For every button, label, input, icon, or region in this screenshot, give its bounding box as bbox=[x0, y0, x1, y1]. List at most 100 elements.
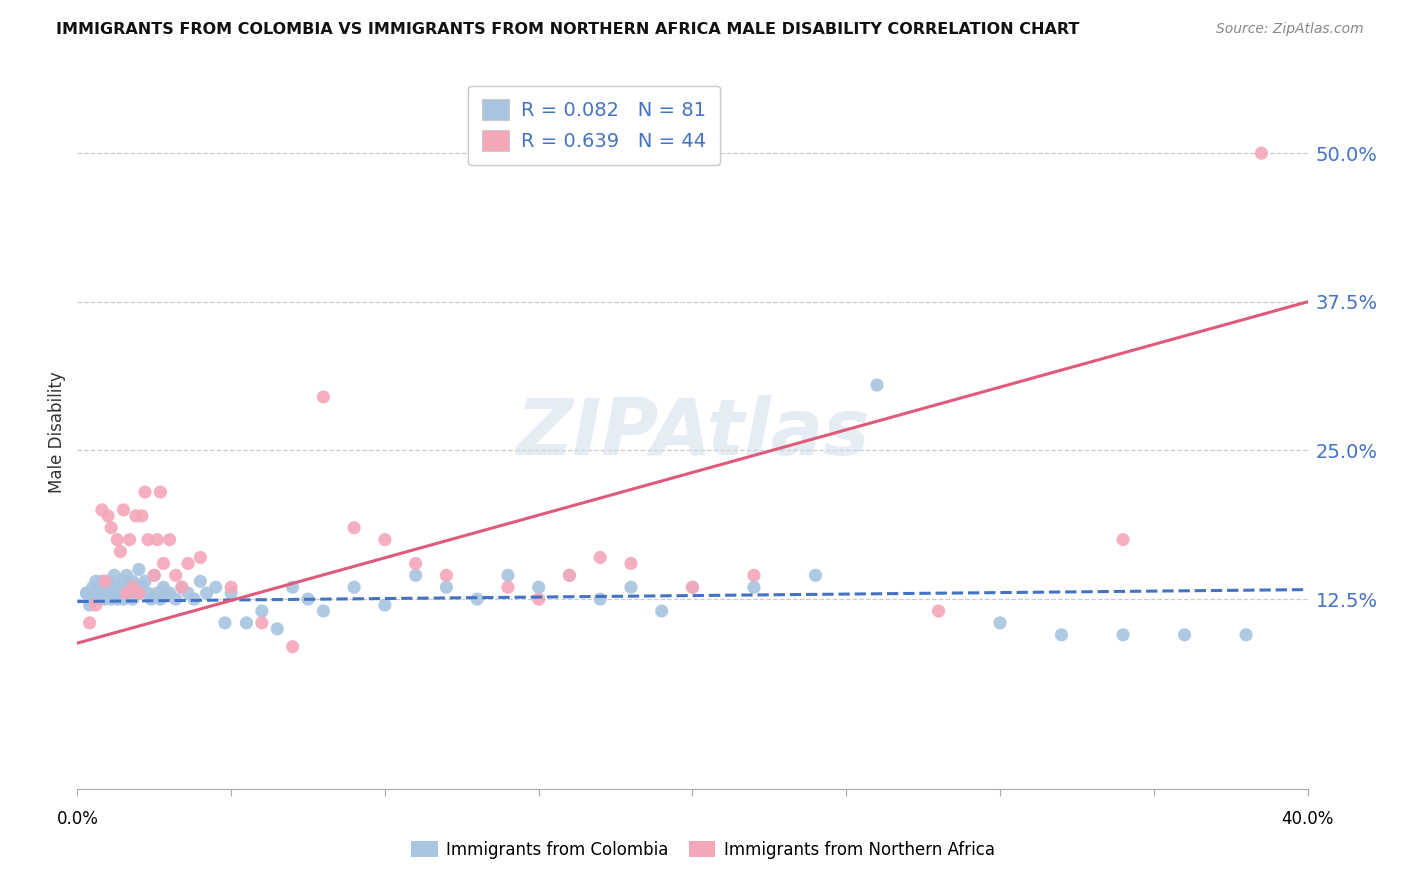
Point bbox=[1250, 146, 1272, 161]
Point bbox=[90, 503, 114, 517]
Point bbox=[436, 568, 458, 582]
Point bbox=[742, 568, 765, 582]
Point bbox=[76, 586, 98, 600]
Point bbox=[250, 615, 273, 630]
Point bbox=[1050, 628, 1073, 642]
Point bbox=[165, 592, 187, 607]
Point bbox=[84, 574, 107, 589]
Point bbox=[118, 533, 141, 547]
Point bbox=[155, 586, 177, 600]
Point bbox=[988, 615, 1011, 630]
Point bbox=[90, 574, 114, 589]
Text: ZIPAtlas: ZIPAtlas bbox=[516, 394, 869, 471]
Point bbox=[188, 574, 212, 589]
Point bbox=[235, 615, 257, 630]
Point bbox=[1234, 628, 1257, 642]
Point bbox=[90, 586, 114, 600]
Point bbox=[121, 574, 143, 589]
Point bbox=[84, 586, 107, 600]
Point bbox=[100, 580, 122, 594]
Point bbox=[159, 586, 181, 600]
Point bbox=[112, 574, 135, 589]
Point bbox=[152, 557, 174, 571]
Point bbox=[1112, 628, 1135, 642]
Y-axis label: Male Disability: Male Disability bbox=[48, 372, 66, 493]
Point bbox=[134, 574, 156, 589]
Point bbox=[121, 592, 143, 607]
Point bbox=[250, 604, 273, 618]
Point bbox=[558, 568, 581, 582]
Point bbox=[465, 592, 488, 607]
Point bbox=[146, 586, 169, 600]
Point bbox=[312, 604, 335, 618]
Point bbox=[121, 580, 143, 594]
Point bbox=[165, 568, 187, 582]
Point bbox=[125, 508, 148, 523]
Point bbox=[112, 503, 135, 517]
Point bbox=[170, 580, 193, 594]
Point bbox=[105, 580, 128, 594]
Point bbox=[281, 640, 304, 654]
Point bbox=[558, 568, 581, 582]
Point bbox=[682, 580, 704, 594]
Point bbox=[128, 562, 150, 576]
Point bbox=[79, 615, 101, 630]
Point bbox=[103, 586, 125, 600]
Point bbox=[105, 592, 128, 607]
Point bbox=[82, 592, 104, 607]
Point bbox=[281, 580, 304, 594]
Point bbox=[125, 580, 148, 594]
Point bbox=[374, 598, 396, 612]
Point bbox=[159, 533, 181, 547]
Point bbox=[146, 533, 169, 547]
Legend: Immigrants from Colombia, Immigrants from Northern Africa: Immigrants from Colombia, Immigrants fro… bbox=[405, 835, 1001, 866]
Point bbox=[219, 586, 242, 600]
Point bbox=[136, 533, 159, 547]
Point bbox=[620, 580, 643, 594]
Point bbox=[141, 592, 163, 607]
Point bbox=[115, 568, 138, 582]
Point bbox=[527, 580, 550, 594]
Point bbox=[374, 533, 396, 547]
Point bbox=[343, 521, 366, 535]
Point bbox=[103, 568, 125, 582]
Point bbox=[312, 390, 335, 404]
Point bbox=[131, 580, 153, 594]
Point bbox=[1174, 628, 1197, 642]
Point bbox=[195, 586, 218, 600]
Point bbox=[84, 586, 107, 600]
Point bbox=[105, 533, 128, 547]
Point bbox=[651, 604, 673, 618]
Point bbox=[90, 586, 114, 600]
Point bbox=[436, 580, 458, 594]
Point bbox=[527, 592, 550, 607]
Point bbox=[405, 568, 427, 582]
Point bbox=[134, 485, 156, 500]
Point bbox=[97, 508, 120, 523]
Legend: R = 0.082   N = 81, R = 0.639   N = 44: R = 0.082 N = 81, R = 0.639 N = 44 bbox=[468, 86, 720, 165]
Point bbox=[128, 586, 150, 600]
Point bbox=[94, 574, 117, 589]
Text: 40.0%: 40.0% bbox=[1281, 810, 1334, 828]
Point bbox=[115, 580, 138, 594]
Text: IMMIGRANTS FROM COLOMBIA VS IMMIGRANTS FROM NORTHERN AFRICA MALE DISABILITY CORR: IMMIGRANTS FROM COLOMBIA VS IMMIGRANTS F… bbox=[56, 22, 1080, 37]
Point bbox=[620, 557, 643, 571]
Point bbox=[928, 604, 950, 618]
Point bbox=[100, 521, 122, 535]
Point bbox=[589, 550, 612, 565]
Point bbox=[97, 586, 120, 600]
Point bbox=[152, 580, 174, 594]
Text: Source: ZipAtlas.com: Source: ZipAtlas.com bbox=[1216, 22, 1364, 37]
Point bbox=[94, 592, 117, 607]
Point bbox=[219, 580, 242, 594]
Point bbox=[79, 598, 101, 612]
Point bbox=[87, 592, 110, 607]
Point bbox=[110, 544, 132, 558]
Point bbox=[177, 557, 200, 571]
Point bbox=[866, 378, 889, 392]
Point bbox=[149, 592, 172, 607]
Point bbox=[188, 550, 212, 565]
Point bbox=[297, 592, 319, 607]
Point bbox=[118, 586, 141, 600]
Point bbox=[405, 557, 427, 571]
